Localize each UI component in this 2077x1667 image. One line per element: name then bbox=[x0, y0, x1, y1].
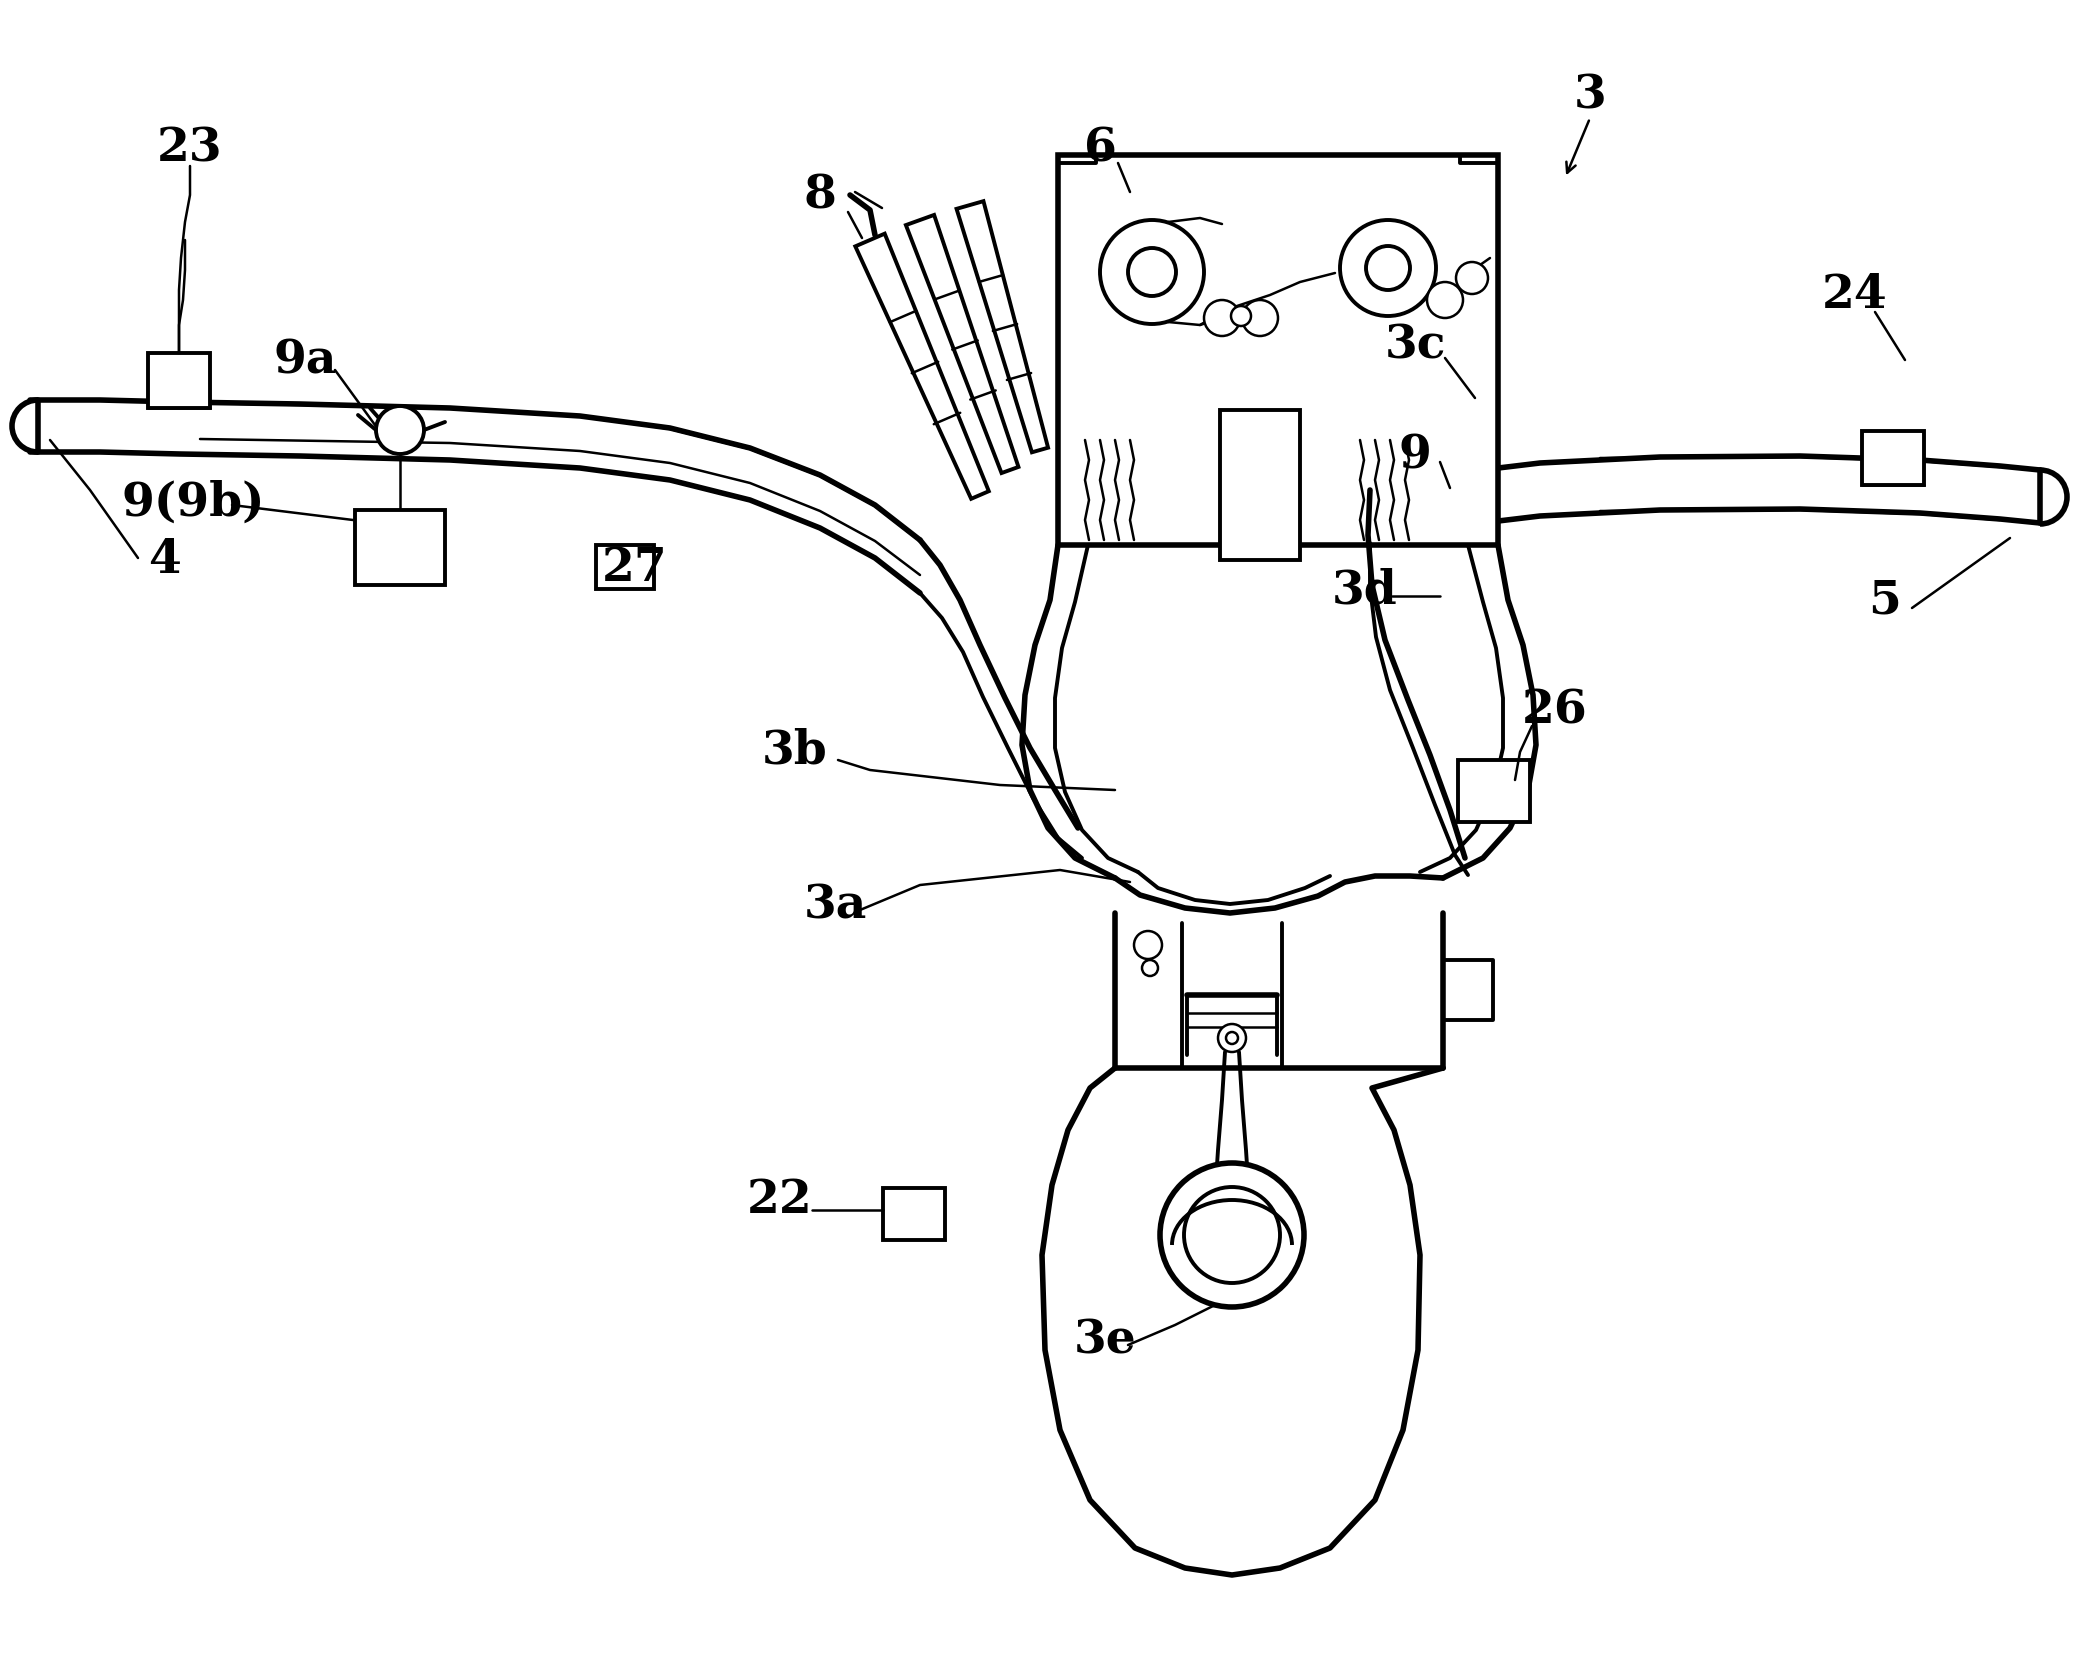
Circle shape bbox=[1101, 220, 1205, 323]
Circle shape bbox=[1142, 960, 1159, 975]
Bar bbox=[1219, 410, 1300, 560]
Text: 27: 27 bbox=[602, 545, 669, 592]
Circle shape bbox=[1427, 282, 1462, 318]
Text: 3b: 3b bbox=[762, 727, 829, 773]
Polygon shape bbox=[906, 215, 1018, 473]
Text: 9: 9 bbox=[1398, 432, 1431, 478]
Circle shape bbox=[1159, 1164, 1304, 1307]
Text: 24: 24 bbox=[1822, 272, 1888, 318]
Circle shape bbox=[1456, 262, 1487, 293]
Circle shape bbox=[376, 407, 424, 453]
Text: 3e: 3e bbox=[1074, 1317, 1136, 1364]
Bar bbox=[883, 1189, 945, 1240]
Text: 9a: 9a bbox=[274, 337, 336, 383]
Circle shape bbox=[1340, 220, 1435, 317]
Text: 6: 6 bbox=[1084, 125, 1117, 172]
Text: 4: 4 bbox=[150, 537, 181, 583]
Circle shape bbox=[1232, 307, 1250, 327]
Text: 26: 26 bbox=[1522, 687, 1589, 733]
Text: 3a: 3a bbox=[804, 882, 866, 929]
Text: 22: 22 bbox=[748, 1177, 812, 1224]
Polygon shape bbox=[957, 202, 1049, 452]
Polygon shape bbox=[856, 233, 989, 498]
Bar bbox=[1458, 760, 1531, 822]
Circle shape bbox=[1217, 1024, 1246, 1052]
Circle shape bbox=[1134, 930, 1161, 959]
Text: 3: 3 bbox=[1574, 72, 1606, 118]
Bar bbox=[147, 353, 210, 408]
Circle shape bbox=[1367, 247, 1410, 290]
Bar bbox=[1057, 155, 1498, 545]
Circle shape bbox=[1225, 1032, 1238, 1044]
Bar bbox=[596, 545, 654, 588]
Text: 8: 8 bbox=[804, 172, 837, 218]
Bar bbox=[355, 510, 444, 585]
Text: 9(9b): 9(9b) bbox=[120, 480, 264, 527]
Circle shape bbox=[1128, 248, 1176, 297]
Circle shape bbox=[1205, 300, 1240, 337]
Circle shape bbox=[1242, 300, 1277, 337]
Bar bbox=[1861, 432, 1923, 485]
Text: 23: 23 bbox=[158, 125, 222, 172]
Text: 5: 5 bbox=[1869, 577, 1900, 623]
Text: 3c: 3c bbox=[1383, 322, 1446, 368]
Text: 3d: 3d bbox=[1331, 567, 1398, 613]
Circle shape bbox=[1184, 1187, 1279, 1284]
